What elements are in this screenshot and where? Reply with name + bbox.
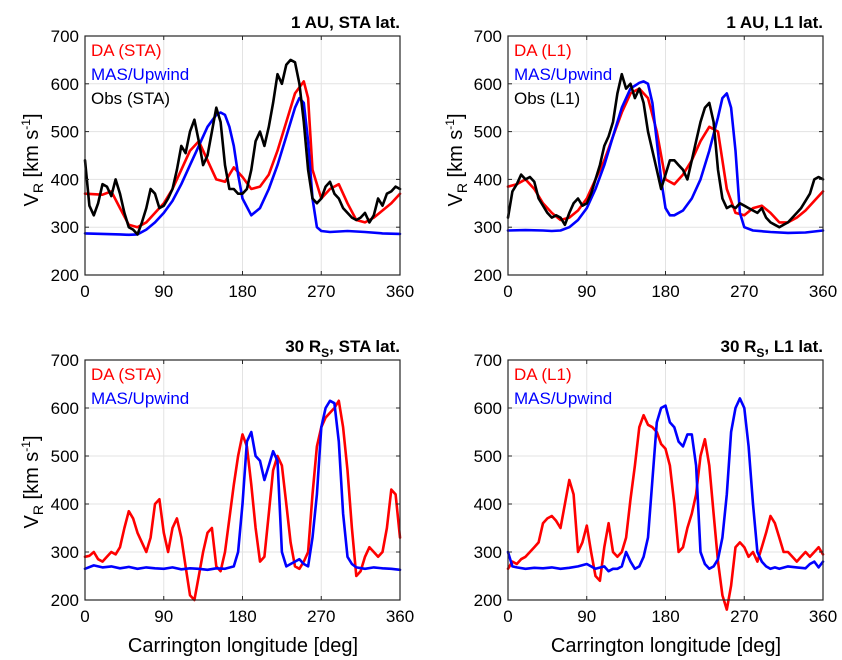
legend-entry-mas-upwind: MAS/Upwind bbox=[514, 65, 612, 84]
series-line-mas-upwind bbox=[83, 96, 402, 237]
legend-entry-mas-upwind: MAS/Upwind bbox=[514, 389, 612, 408]
y-axis-label-bottom: VR [km s-1] bbox=[19, 435, 46, 528]
legend-entry-mas-upwind: MAS/Upwind bbox=[91, 65, 189, 84]
y-tick-label: 700 bbox=[51, 351, 79, 370]
y-tick-label: 500 bbox=[474, 447, 502, 466]
panel-title: 1 AU, STA lat. bbox=[291, 13, 400, 32]
series-line-obs-sta bbox=[83, 58, 402, 236]
panel-title: 30 RS, L1 lat. bbox=[720, 337, 823, 360]
x-tick-label: 180 bbox=[651, 607, 679, 626]
panel-30rs-l1: 0 90 180 270 360 200 300 400 500 600 700 30 RS, L1 … bbox=[474, 337, 838, 626]
y-tick-label: 300 bbox=[474, 218, 502, 237]
x-tick-label: 360 bbox=[386, 607, 414, 626]
series-line-da-sta bbox=[83, 80, 402, 229]
y-axis-label-top-right: VR [km s-1] bbox=[443, 113, 470, 206]
legend-entry-obs-l1: Obs (L1) bbox=[514, 89, 580, 108]
y-tick-label: 600 bbox=[51, 75, 79, 94]
y-tick-label: 400 bbox=[51, 495, 79, 514]
y-tick-label: 600 bbox=[474, 75, 502, 94]
y-tick-label: 300 bbox=[51, 543, 79, 562]
series-line-obs-l1 bbox=[506, 72, 825, 229]
y-tick-label: 600 bbox=[51, 399, 79, 418]
y-tick-label: 300 bbox=[51, 218, 79, 237]
y-tick-label: 500 bbox=[51, 123, 79, 142]
x-tick-label: 90 bbox=[577, 607, 596, 626]
x-tick-label: 0 bbox=[80, 607, 89, 626]
x-tick-label: 270 bbox=[730, 282, 758, 301]
x-tick-label: 360 bbox=[809, 607, 837, 626]
y-tick-label: 400 bbox=[474, 495, 502, 514]
x-axis-label-right: Carrington longitude [deg] bbox=[551, 635, 781, 657]
y-tick-label: 500 bbox=[474, 123, 502, 142]
panel-1au-l1: 0 90 180 270 360 200 300 400 500 600 700 1 AU, L1 l… bbox=[474, 13, 838, 301]
y-tick-label: 200 bbox=[474, 591, 502, 610]
series-line-mas-upwind bbox=[83, 399, 402, 572]
panel-1au-sta: 0 90 180 270 360 200 300 400 500 600 700 1 AU, STA … bbox=[51, 13, 415, 301]
series-line-mas-upwind bbox=[506, 397, 825, 573]
x-tick-label: 180 bbox=[228, 282, 256, 301]
x-tick-label: 90 bbox=[154, 282, 173, 301]
x-tick-label: 0 bbox=[503, 607, 512, 626]
y-tick-label: 500 bbox=[51, 447, 79, 466]
x-tick-label: 180 bbox=[651, 282, 679, 301]
y-tick-label: 300 bbox=[474, 543, 502, 562]
y-tick-label: 400 bbox=[474, 170, 502, 189]
panel-30rs-sta: 0 90 180 270 360 200 300 400 500 600 700 30 RS, STA… bbox=[51, 337, 415, 626]
legend-entry-mas-upwind: MAS/Upwind bbox=[91, 389, 189, 408]
y-tick-label: 200 bbox=[51, 266, 79, 285]
legend-entry-obs-sta: Obs (STA) bbox=[91, 89, 170, 108]
x-tick-label: 0 bbox=[503, 282, 512, 301]
series-line-da-l1 bbox=[506, 413, 825, 611]
panel-title: 1 AU, L1 lat. bbox=[726, 13, 823, 32]
y-tick-label: 200 bbox=[51, 591, 79, 610]
y-axis-label-top: VR [km s-1] bbox=[19, 113, 46, 206]
x-tick-label: 270 bbox=[307, 282, 335, 301]
y-tick-label: 600 bbox=[474, 399, 502, 418]
x-axis-label-left: Carrington longitude [deg] bbox=[128, 635, 358, 657]
y-tick-label: 700 bbox=[474, 351, 502, 370]
y-tick-label: 700 bbox=[474, 27, 502, 46]
x-tick-label: 90 bbox=[577, 282, 596, 301]
legend-entry-da-sta: DA (STA) bbox=[91, 365, 162, 384]
legend-entry-da-l1: DA (L1) bbox=[514, 365, 572, 384]
legend-entry-da-sta: DA (STA) bbox=[91, 41, 162, 60]
x-tick-label: 0 bbox=[80, 282, 89, 301]
x-tick-label: 180 bbox=[228, 607, 256, 626]
x-tick-label: 360 bbox=[809, 282, 837, 301]
x-tick-label: 360 bbox=[386, 282, 414, 301]
x-tick-label: 270 bbox=[730, 607, 758, 626]
panel-title: 30 RS, STA lat. bbox=[285, 337, 400, 360]
y-tick-label: 200 bbox=[474, 266, 502, 285]
series-line-da-sta bbox=[83, 399, 402, 602]
x-tick-label: 90 bbox=[154, 607, 173, 626]
legend-entry-da-l1: DA (L1) bbox=[514, 41, 572, 60]
y-tick-label: 700 bbox=[51, 27, 79, 46]
y-tick-label: 400 bbox=[51, 170, 79, 189]
x-tick-label: 270 bbox=[307, 607, 335, 626]
